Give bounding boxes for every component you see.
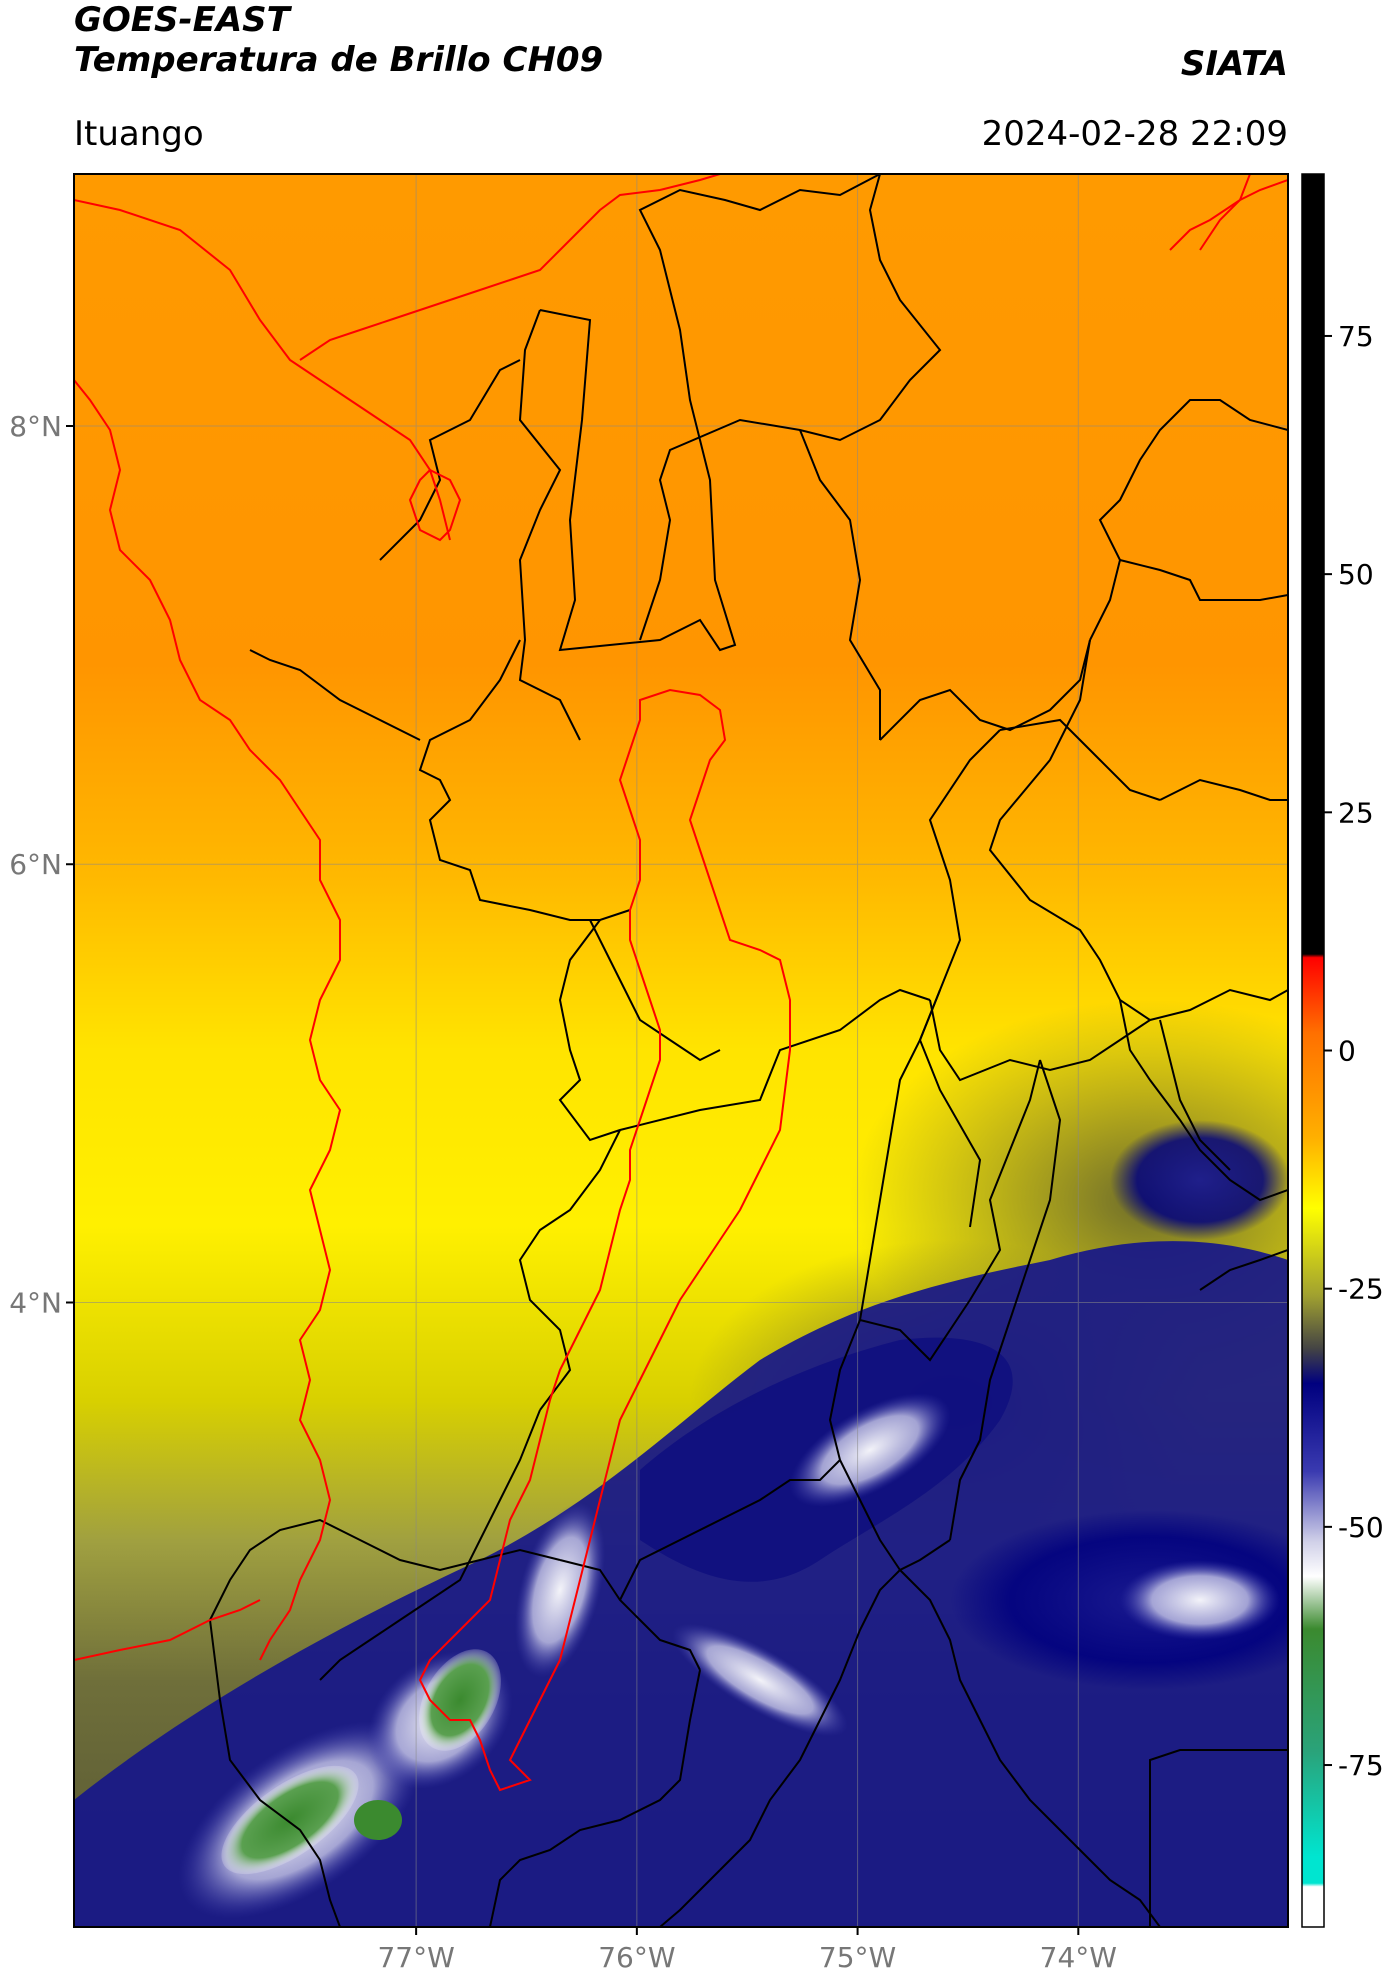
lon-tick-label: 76°W (598, 1941, 675, 1974)
colorbar-tick-label: -50 (1338, 1511, 1384, 1544)
longitude-tick-labels: 77°W 76°W 75°W 74°W (377, 1927, 1117, 1974)
product-title: Temperatura de Brillo CH09 (74, 40, 604, 80)
lat-tick-label: 8°N (9, 410, 62, 443)
title-block: GOES-EAST Temperatura de Brillo CH09 (74, 0, 603, 80)
satellite-title: GOES-EAST (74, 0, 290, 40)
department-boundaries (74, 174, 1288, 1927)
region-label: Ituango (74, 114, 204, 154)
brightness-temperature-field (74, 174, 1288, 1927)
lon-tick-label: 77°W (377, 1941, 454, 1974)
colorbar-tick-label: 25 (1338, 796, 1374, 829)
colorbar-tick-label: -25 (1338, 1273, 1384, 1306)
colorbar-ramp (1302, 174, 1324, 1927)
colorbar-tick-label: 0 (1338, 1035, 1356, 1068)
lat-tick-label: 6°N (9, 848, 62, 881)
map-frame (73, 173, 1289, 1928)
colorbar-tick-label: -75 (1338, 1749, 1384, 1782)
colorbar-tick-label: 50 (1338, 558, 1374, 591)
lon-tick-label: 74°W (1040, 1941, 1117, 1974)
datetime-label: 2024-02-28 22:09 (981, 114, 1288, 154)
colorbar-tick-label: 75 (1338, 320, 1374, 353)
colorbar-ticks: 75 50 25 0 -25 -50 -75 (1324, 320, 1384, 1782)
colorbar: 75 50 25 0 -25 -50 -75 (1301, 173, 1384, 1928)
highlighted-boundaries (74, 174, 1288, 1792)
latitude-tick-labels: 8°N 6°N 4°N (9, 410, 74, 1319)
agency-label: SIATA (1180, 44, 1288, 84)
lon-tick-label: 75°W (819, 1941, 896, 1974)
lat-tick-label: 4°N (9, 1286, 62, 1319)
